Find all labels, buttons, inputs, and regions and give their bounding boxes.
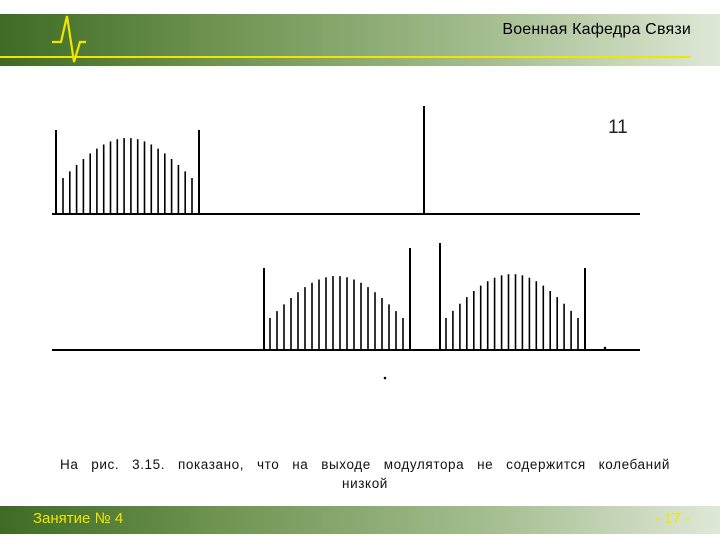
header-accent-line — [0, 56, 690, 58]
spectrum-bottom — [52, 243, 640, 380]
header-bar: Военная Кафедра Связи — [0, 14, 720, 66]
figure-label: 11 — [608, 117, 628, 138]
footer-bar: Занятие № 4 - 17 - — [0, 506, 720, 534]
spectrum-top — [52, 106, 640, 215]
page-number: - 17 - — [654, 510, 690, 527]
speck — [603, 346, 607, 350]
caption-text: На рис. 3.15. показано, что на выходе мо… — [60, 457, 670, 491]
lesson-number: Занятие № 4 — [33, 510, 124, 527]
signal-zigzag-icon — [52, 15, 86, 63]
header-title: Военная Кафедра Связи — [502, 21, 691, 38]
speck — [383, 376, 387, 380]
